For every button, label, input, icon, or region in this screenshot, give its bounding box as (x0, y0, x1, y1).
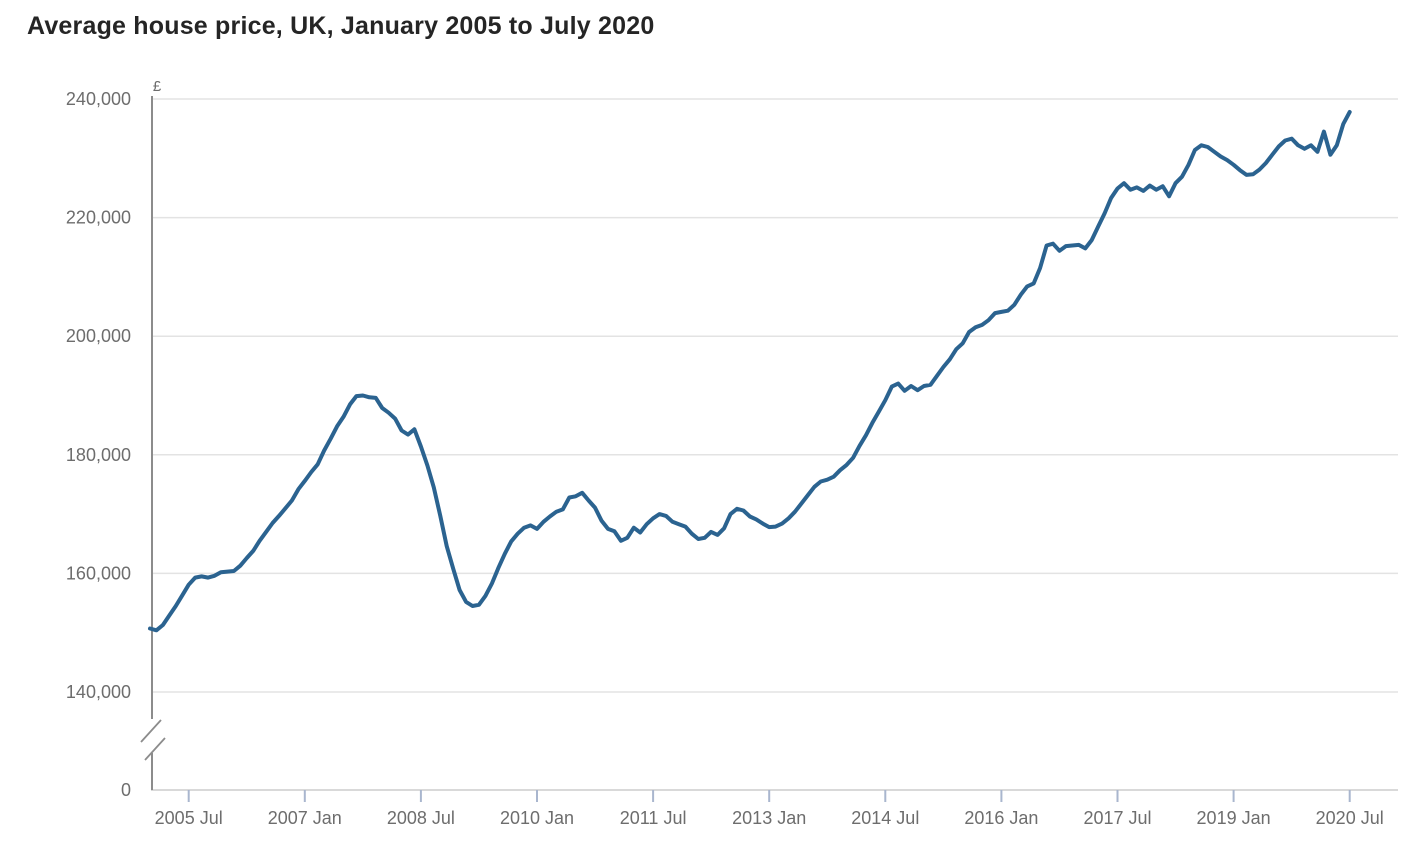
y-tick-label: 160,000 (66, 563, 131, 583)
y-tick-label: 240,000 (66, 89, 131, 109)
y-tick-label: 220,000 (66, 208, 131, 228)
chart-title: Average house price, UK, January 2005 to… (27, 12, 655, 40)
y-tick-label: 200,000 (66, 326, 131, 346)
x-tick-label: 2019 Jan (1197, 808, 1271, 828)
x-tick-label: 2010 Jan (500, 808, 574, 828)
x-tick-label: 2008 Jul (387, 808, 455, 828)
x-tick-label: 2005 Jul (155, 808, 223, 828)
x-tick-label: 2013 Jan (732, 808, 806, 828)
x-tick-label: 2007 Jan (268, 808, 342, 828)
axis-break-icon (144, 737, 166, 761)
y-tick-label: 0 (121, 780, 131, 800)
y-tick-label: 140,000 (66, 682, 131, 702)
x-tick-label: 2011 Jul (620, 808, 687, 828)
currency-symbol-label: £ (153, 78, 162, 95)
x-tick-label: 2020 Jul (1316, 808, 1384, 828)
x-tick-label: 2016 Jan (964, 808, 1038, 828)
x-tick-label: 2017 Jul (1083, 808, 1151, 828)
price-line (148, 110, 1352, 633)
axis-break-icon (140, 719, 162, 743)
y-tick-label: 180,000 (66, 445, 131, 465)
x-tick-label: 2014 Jul (851, 808, 919, 828)
